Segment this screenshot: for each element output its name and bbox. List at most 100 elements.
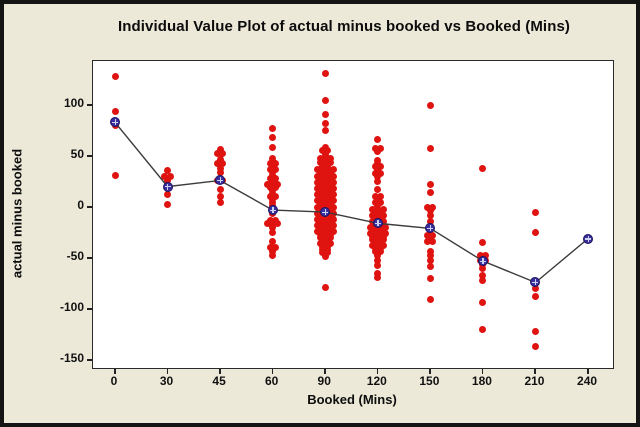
mean-cross-icon xyxy=(219,177,221,184)
y-tick-label: 100 xyxy=(63,96,84,110)
data-point xyxy=(429,203,437,211)
data-point xyxy=(324,249,332,257)
data-point xyxy=(319,147,327,155)
data-point xyxy=(426,181,434,189)
data-point xyxy=(321,127,329,134)
data-point xyxy=(371,248,379,256)
data-point xyxy=(426,262,434,270)
x-tick-label: 150 xyxy=(419,374,440,388)
data-point xyxy=(321,168,329,176)
data-point xyxy=(166,172,174,180)
data-point xyxy=(326,168,334,176)
data-point xyxy=(426,296,434,304)
x-tick-label: 180 xyxy=(471,374,492,388)
data-point xyxy=(269,223,277,231)
data-point xyxy=(321,97,329,105)
data-point xyxy=(479,264,487,272)
data-point xyxy=(269,229,277,236)
data-point xyxy=(216,168,224,176)
data-point xyxy=(479,164,487,172)
data-point xyxy=(374,269,382,277)
y-tick-mark xyxy=(87,257,92,259)
data-point xyxy=(216,186,224,194)
data-point xyxy=(374,252,382,260)
x-tick-label: 30 xyxy=(159,374,174,388)
data-point xyxy=(476,252,484,260)
data-point xyxy=(531,343,539,351)
mean-cross-icon xyxy=(324,209,327,216)
data-point xyxy=(111,72,119,80)
data-point xyxy=(326,154,334,162)
x-tick-label: 45 xyxy=(212,374,226,388)
mean-cross-icon xyxy=(534,279,537,286)
data-point xyxy=(164,166,172,174)
y-tick-label: -150 xyxy=(59,351,84,365)
data-point xyxy=(374,148,382,156)
data-point xyxy=(219,159,227,167)
mean-cross-icon xyxy=(377,220,379,227)
data-point xyxy=(426,211,434,219)
y-tick-label: 50 xyxy=(70,147,84,161)
y-tick-label: -100 xyxy=(59,300,84,314)
data-point xyxy=(426,189,434,197)
data-point xyxy=(216,164,224,172)
mean-marker xyxy=(372,218,383,229)
data-point xyxy=(161,172,169,180)
data-point xyxy=(426,145,434,153)
data-point xyxy=(316,154,324,162)
data-point xyxy=(321,158,329,166)
x-tick-mark xyxy=(219,368,221,374)
data-point xyxy=(326,158,334,166)
data-point xyxy=(216,146,224,154)
y-tick-mark xyxy=(87,206,92,208)
y-axis-label: actual minus booked xyxy=(9,148,25,279)
data-point xyxy=(374,261,382,269)
x-tick-label: 90 xyxy=(317,374,331,388)
data-point xyxy=(111,171,119,179)
data-point xyxy=(374,178,382,185)
mean-cross-icon xyxy=(587,235,589,242)
plot-area xyxy=(92,60,614,369)
y-tick-label: -50 xyxy=(66,249,84,263)
data-point xyxy=(531,285,539,293)
data-point xyxy=(376,248,384,256)
data-point xyxy=(374,273,382,281)
mean-marker xyxy=(110,117,120,128)
data-point xyxy=(329,203,337,211)
data-point xyxy=(269,124,277,132)
data-point xyxy=(374,136,382,144)
mean-line xyxy=(114,121,589,284)
data-point xyxy=(219,150,227,158)
y-tick-mark xyxy=(87,359,92,361)
data-point xyxy=(319,249,327,257)
data-point xyxy=(531,208,539,216)
data-point xyxy=(324,147,332,155)
data-point xyxy=(214,159,222,167)
y-tick-mark xyxy=(87,155,92,157)
data-point xyxy=(371,162,379,170)
data-point xyxy=(479,276,487,284)
data-point xyxy=(424,238,432,246)
data-point xyxy=(316,168,324,176)
mean-cross-icon xyxy=(114,119,116,126)
data-point xyxy=(269,238,277,246)
x-tick-label: 0 xyxy=(110,374,118,388)
data-point xyxy=(214,150,222,158)
data-point xyxy=(531,327,539,335)
x-tick-mark xyxy=(166,368,169,374)
data-point xyxy=(164,201,172,209)
x-tick-label: 210 xyxy=(524,374,545,388)
data-point xyxy=(321,119,329,127)
chart-title: Individual Value Plot of actual minus bo… xyxy=(118,18,570,35)
data-point xyxy=(271,244,279,252)
data-point xyxy=(426,217,434,225)
data-point xyxy=(482,252,490,260)
data-point xyxy=(426,252,434,260)
data-point xyxy=(479,299,487,307)
data-point xyxy=(269,219,277,227)
data-point xyxy=(479,325,487,333)
data-point xyxy=(164,176,172,184)
data-point xyxy=(479,239,487,247)
mean-cross-icon xyxy=(429,225,432,232)
mean-cross-icon xyxy=(272,207,274,214)
